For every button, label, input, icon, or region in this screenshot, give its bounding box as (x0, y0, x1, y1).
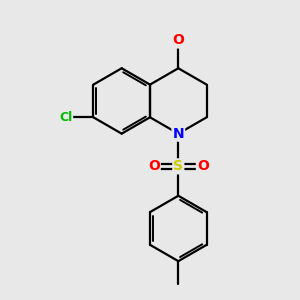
Text: O: O (148, 159, 160, 173)
Text: O: O (172, 34, 184, 47)
Text: S: S (173, 159, 183, 173)
Text: N: N (172, 127, 184, 141)
Text: O: O (197, 159, 209, 173)
Text: Cl: Cl (59, 111, 72, 124)
